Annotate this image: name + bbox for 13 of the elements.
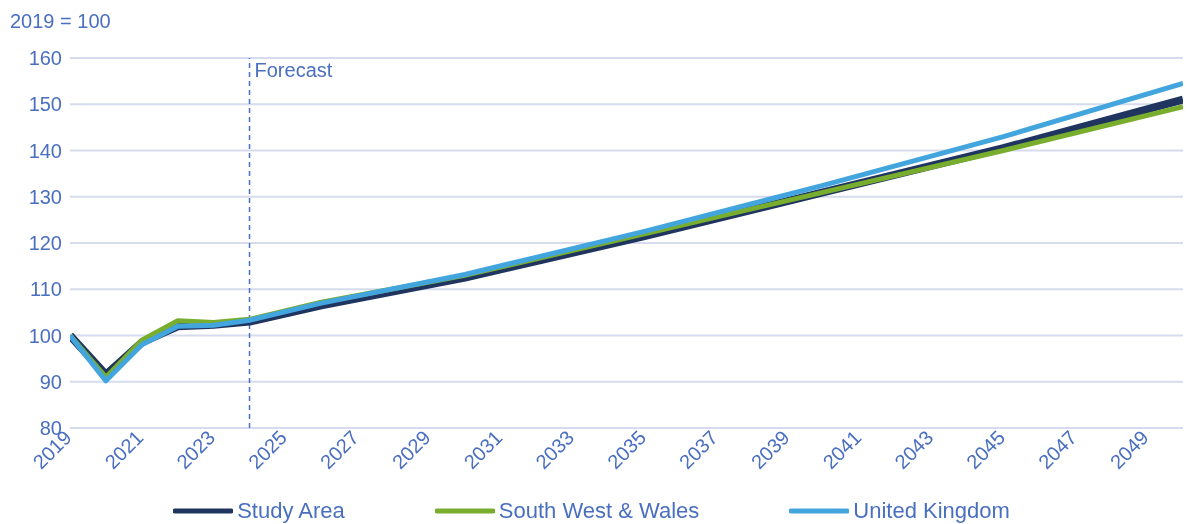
y-axis-title: 2019 = 100 — [10, 10, 111, 33]
legend-label: United Kingdom — [852, 498, 1010, 524]
y-tick-label: 90 — [39, 370, 62, 393]
ref-line-label: Forecast — [254, 59, 333, 82]
legend-label: Study Area — [236, 498, 345, 524]
y-tick-label: 120 — [28, 232, 62, 255]
y-tick-label: 160 — [28, 47, 62, 70]
y-tick-label: 100 — [28, 324, 62, 347]
y-tick-label: 150 — [28, 93, 62, 116]
y-tick-label: 130 — [28, 185, 62, 208]
y-tick-label: 110 — [30, 278, 62, 301]
y-tick-label: 140 — [28, 139, 62, 162]
legend-label: South West & Wales — [497, 498, 700, 524]
